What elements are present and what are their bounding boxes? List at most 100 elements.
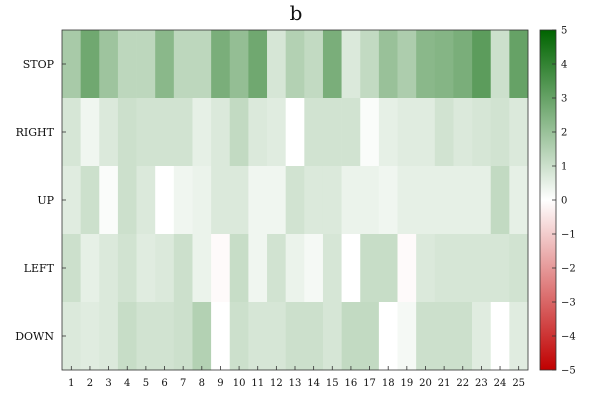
heatmap-cell-right-14 [304,98,324,167]
heatmap-cell-stop-10 [229,30,249,99]
heatmap-cell-down-1 [62,302,81,371]
heatmap-cell-stop-5 [136,30,156,99]
heatmap-cell-left-5 [136,234,156,303]
heatmap-cell-stop-1 [62,30,81,99]
colorbar-tick-label: 0 [561,196,567,207]
heatmap-cell-left-15 [322,234,342,303]
y-tick-label: STOP [23,58,55,71]
heatmap-cell-down-10 [229,302,249,371]
x-tick-label: 8 [199,378,205,389]
heatmap-cell-down-11 [248,302,268,371]
y-axis-ticks: STOP RIGHT UP LEFT DOWN [15,58,66,343]
heatmap-cell-down-24 [490,302,510,371]
heatmap-cell-stop-16 [341,30,361,99]
x-tick-label: 23 [475,378,488,389]
heatmap-cell-up-4 [117,166,137,235]
heatmap-cell-right-4 [117,98,137,167]
x-tick-label: 1 [68,378,74,389]
heatmap-cell-left-23 [472,234,492,303]
colorbar-ticks: 5 4 3 2 1 0 −1 −2 −3 −4 −5 [552,26,576,377]
heatmap-cell-left-14 [304,234,324,303]
heatmap-cell-left-11 [248,234,268,303]
heatmap-cell-stop-11 [248,30,268,99]
y-tick-label: RIGHT [16,126,55,139]
x-tick-label: 22 [456,378,469,389]
heatmap-cell-stop-3 [99,30,119,99]
heatmap-cell-down-3 [99,302,119,371]
heatmap-cells [62,30,529,371]
heatmap-cell-left-25 [509,234,529,303]
x-tick-label: 4 [124,378,130,389]
heatmap-cell-stop-21 [434,30,454,99]
heatmap-cell-left-24 [490,234,510,303]
heatmap-cell-stop-12 [267,30,286,99]
heatmap-cell-up-12 [267,166,286,235]
heatmap-cell-up-22 [453,166,473,235]
heatmap-cell-up-1 [62,166,81,235]
heatmap-cell-down-20 [416,302,436,371]
heatmap-cell-up-19 [397,166,417,235]
heatmap-cell-right-16 [341,98,361,167]
heatmap-cell-right-12 [267,98,286,167]
heatmap-cell-down-8 [192,302,212,371]
colorbar-tick-label: −4 [561,332,576,343]
heatmap-cell-stop-6 [155,30,175,99]
heatmap-cell-right-21 [434,98,454,167]
x-tick-label: 20 [419,378,432,389]
heatmap-cell-stop-23 [472,30,492,99]
heatmap-cell-left-9 [211,234,231,303]
heatmap-cell-left-4 [117,234,137,303]
heatmap-cell-down-9 [211,302,231,371]
heatmap-cell-left-10 [229,234,249,303]
heatmap-cell-up-11 [248,166,268,235]
heatmap-cell-up-5 [136,166,156,235]
colorbar-tick-label: 2 [561,128,567,139]
colorbar-tick-label: 4 [561,60,567,71]
heatmap-cell-up-3 [99,166,119,235]
x-tick-label: 10 [233,378,246,389]
x-tick-label: 3 [105,378,111,389]
heatmap-cell-right-5 [136,98,156,167]
heatmap-cell-stop-4 [117,30,137,99]
x-tick-label: 24 [494,378,507,389]
heatmap-cell-left-6 [155,234,175,303]
x-tick-label: 15 [326,378,339,389]
heatmap-cell-right-7 [173,98,193,167]
heatmap-cell-left-22 [453,234,473,303]
x-tick-label: 25 [512,378,525,389]
heatmap-cell-stop-25 [509,30,529,99]
heatmap-cell-right-13 [285,98,305,167]
heatmap-cell-stop-18 [378,30,398,99]
y-tick-label: UP [37,194,54,207]
heatmap-cell-down-5 [136,302,156,371]
heatmap-cell-right-1 [62,98,81,167]
heatmap-cell-up-13 [285,166,305,235]
heatmap-cell-left-1 [62,234,81,303]
x-tick-label: 5 [143,378,149,389]
heatmap-cell-down-13 [285,302,305,371]
colorbar-tick-label: −5 [561,366,576,377]
heatmap-cell-right-18 [378,98,398,167]
heatmap-cell-down-22 [453,302,473,371]
heatmap-cell-down-7 [173,302,193,371]
heatmap-cell-right-20 [416,98,436,167]
heatmap-cell-right-25 [509,98,529,167]
heatmap-cell-up-18 [378,166,398,235]
heatmap-cell-stop-20 [416,30,436,99]
heatmap-cell-down-19 [397,302,417,371]
heatmap-cell-stop-19 [397,30,417,99]
heatmap-cell-up-17 [360,166,380,235]
x-tick-label: 9 [217,378,223,389]
x-tick-label: 17 [363,378,376,389]
x-tick-label: 18 [382,378,395,389]
heatmap-cell-down-4 [117,302,137,371]
heatmap-cell-down-12 [267,302,286,371]
x-tick-label: 16 [345,378,358,389]
heatmap-cell-right-3 [99,98,119,167]
x-tick-label: 21 [438,378,451,389]
heatmap-cell-right-10 [229,98,249,167]
heatmap-cell-left-18 [378,234,398,303]
heatmap-cell-down-15 [322,302,342,371]
heatmap-cell-up-25 [509,166,529,235]
